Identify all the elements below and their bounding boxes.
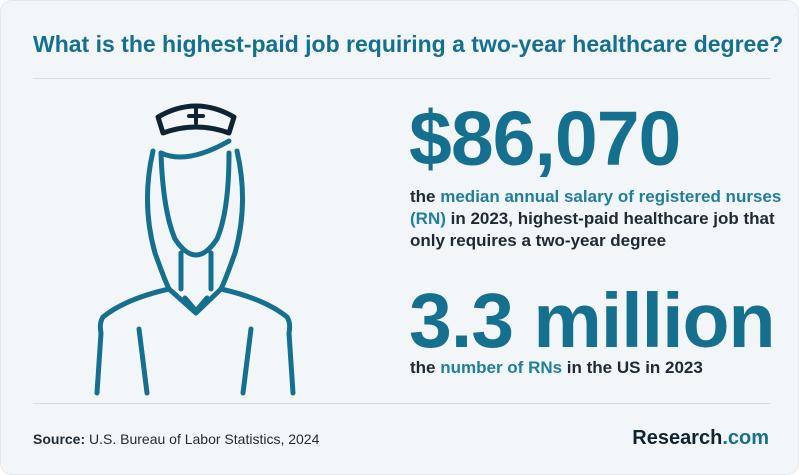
brand-logo[interactable]: Research.com: [632, 427, 769, 450]
brand-main: Research: [632, 427, 723, 449]
brand-suffix: .com: [722, 427, 769, 449]
salary-desc-highlight: median annual salary of registered nurse…: [410, 187, 782, 228]
count-desc-pre: the: [410, 358, 441, 377]
top-divider: [33, 78, 770, 79]
salary-desc-post: in 2023, highest-paid healthcare job tha…: [410, 209, 775, 250]
source-citation: Source: U.S. Bureau of Labor Statistics,…: [33, 431, 319, 447]
rn-count-value: 3.3 million: [409, 278, 776, 364]
salary-description: the median annual salary of registered n…: [410, 186, 795, 252]
bottom-divider: [33, 403, 770, 404]
rn-count-description: the number of RNs in the US in 2023: [410, 357, 795, 379]
nurse-icon: [94, 103, 296, 396]
source-text: U.S. Bureau of Labor Statistics, 2024: [85, 431, 320, 447]
count-desc-highlight: number of RNs: [440, 358, 563, 377]
salary-value: $86,070: [409, 96, 681, 182]
count-desc-post: in the US in 2023: [562, 358, 703, 377]
salary-desc-pre: the: [410, 187, 441, 206]
page-title: What is the highest-paid job requiring a…: [33, 31, 784, 57]
source-label: Source:: [33, 431, 86, 447]
